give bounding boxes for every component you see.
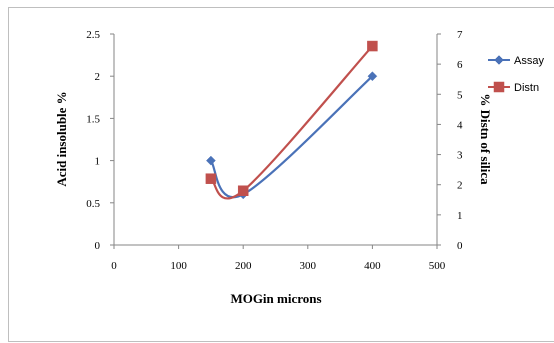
y-tick-label: 0.5 bbox=[86, 198, 100, 210]
data-point-distn bbox=[367, 40, 378, 52]
legend-marker-assay bbox=[494, 55, 504, 65]
series-line-distn bbox=[210, 45, 374, 200]
y-tick-label: 2 bbox=[95, 71, 101, 83]
x-tick-label: 0 bbox=[111, 260, 117, 272]
legend-label-assay: Assay bbox=[514, 55, 544, 67]
series-layer bbox=[205, 40, 378, 200]
chart-frame bbox=[8, 7, 554, 342]
legend-marker-distn bbox=[493, 81, 505, 93]
legend-label-distn: Distn bbox=[514, 82, 539, 94]
legend: Assay Distn bbox=[488, 55, 544, 94]
y-tick-label: 1.5 bbox=[86, 113, 100, 125]
data-point-assay bbox=[206, 155, 216, 166]
data-point-distn bbox=[205, 173, 217, 184]
y2-axis-title: % Distn of silica bbox=[478, 93, 493, 185]
axes-layer: 0 100 200 300 400 500 0 0.5 1 1.5 2 2.5 0 1 2 3 4 5 6 7 bbox=[86, 29, 463, 272]
y2-tick-label: 3 bbox=[457, 150, 463, 162]
y-axis-title: Acid insoluble % bbox=[54, 91, 69, 186]
y-tick-label: 1 bbox=[95, 156, 101, 168]
y-tick-label: 0 bbox=[95, 240, 101, 252]
y2-tick-label: 2 bbox=[457, 180, 463, 192]
x-axis-title: MOGin microns bbox=[230, 291, 321, 306]
x-tick-label: 400 bbox=[364, 260, 381, 272]
y2-tick-label: 5 bbox=[457, 89, 463, 101]
x-tick-label: 200 bbox=[235, 260, 252, 272]
y2-tick-label: 0 bbox=[457, 240, 463, 252]
y-tick-label: 2.5 bbox=[86, 29, 100, 41]
x-tick-label: 300 bbox=[300, 260, 317, 272]
y2-tick-label: 4 bbox=[457, 119, 463, 131]
y2-tick-label: 7 bbox=[457, 29, 463, 41]
x-tick-label: 100 bbox=[170, 260, 187, 272]
y2-tick-label: 6 bbox=[457, 59, 463, 71]
series-line-assay bbox=[209, 75, 374, 199]
data-point-assay bbox=[367, 71, 378, 82]
data-point-distn bbox=[237, 185, 249, 196]
labels-layer: MOGin microns Acid insoluble % % Distn o… bbox=[54, 91, 493, 306]
x-tick-label: 500 bbox=[429, 260, 446, 272]
y2-tick-label: 1 bbox=[457, 210, 463, 222]
